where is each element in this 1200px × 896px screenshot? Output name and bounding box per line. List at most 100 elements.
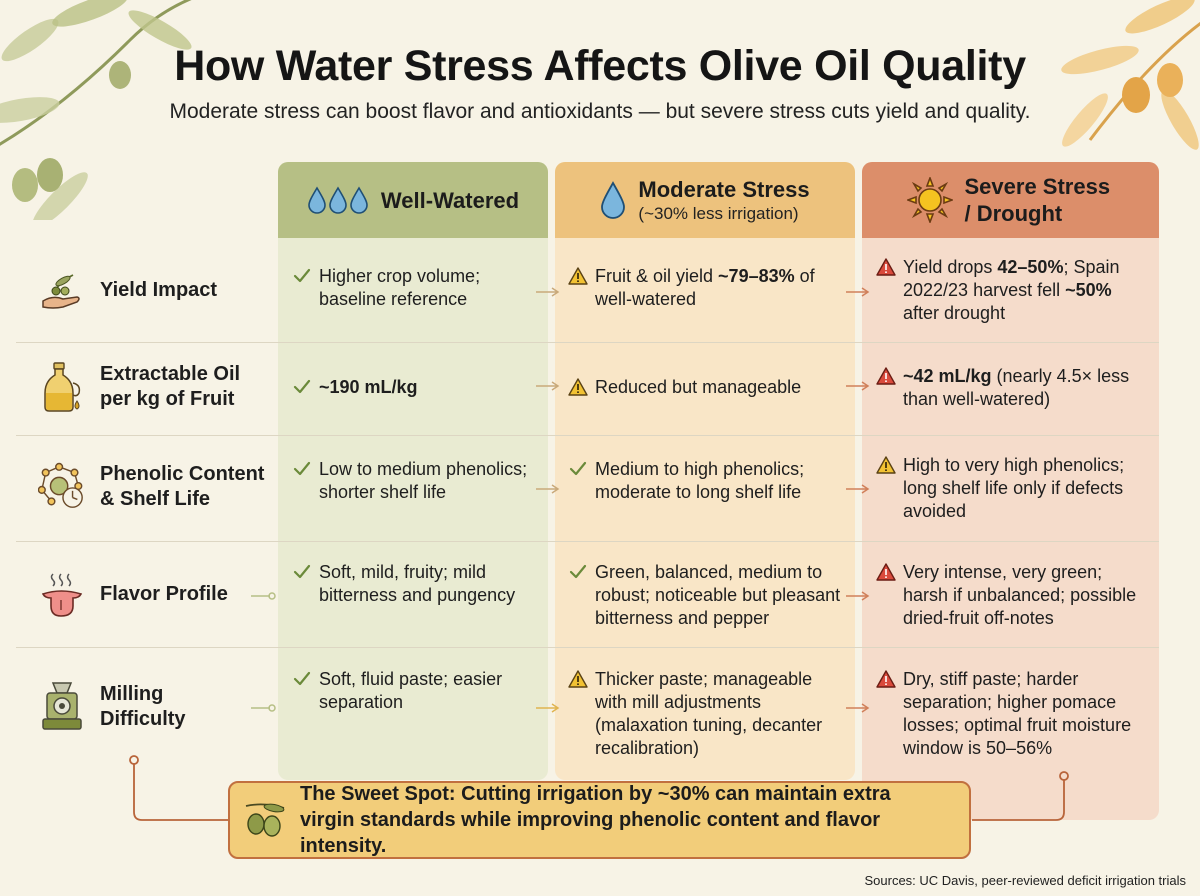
page-title: How Water Stress Affects Olive Oil Quali… [174, 42, 1026, 90]
cell-text-segment: Soft, fluid paste; easier separation [319, 669, 503, 712]
cell-text-highlight: ~190 mL/kg [319, 377, 418, 397]
danger-warning-icon [876, 668, 898, 695]
cell-text-highlight: ~50% [1065, 280, 1112, 300]
column-background-severe-stress [862, 162, 1159, 820]
olive-branch-decoration-right [1061, 0, 1200, 150]
sweet-spot-callout: The Sweet Spot: Cutting irrigation by ~3… [228, 781, 971, 859]
cell-text-segment: after drought [903, 303, 1006, 323]
cell-text: Reduced but manageable [595, 376, 848, 399]
cell-text: ~190 mL/kg [319, 376, 537, 399]
warning-icon [876, 454, 898, 481]
check-icon [292, 561, 314, 588]
connector-icon [251, 704, 276, 712]
cell-text-segment: ; Spain 2022/23 harvest fell [903, 257, 1120, 300]
tongue-icon [38, 570, 86, 618]
cell-text-segment: Medium to high phenolics; moderate to lo… [595, 459, 805, 502]
cell-text: ~42 mL/kg (nearly 4.5× less than well-wa… [903, 365, 1152, 411]
arrow-icon [536, 703, 560, 713]
cell-text-segment: Dry, stiff paste; harder separation; hig… [903, 669, 1132, 758]
column-title: Well-Watered [380, 187, 520, 213]
check-icon [292, 265, 314, 292]
cell-flavor-well-watered: Soft, mild, fruity; mild bitterness and … [292, 561, 542, 607]
page-subtitle: Moderate stress can boost flavor and ant… [169, 100, 1031, 123]
column-title: Moderate Stress [638, 177, 810, 202]
row-label-flavor-profile: Flavor Profile [38, 570, 228, 618]
cell-milling-moderate: Thicker paste; manageable with mill adju… [568, 668, 848, 760]
cell-text-segment: of well-watered [595, 266, 815, 309]
sweet-spot-text: The Sweet Spot: Cutting irrigation by ~3… [300, 783, 891, 857]
cell-yield-well-watered: Higher crop volume; baseline reference [292, 265, 537, 311]
row-label-text: Milling Difficulty [100, 683, 186, 730]
row-label-text: Extractable Oil per kg of Fruit [100, 363, 241, 410]
cell-text-segment: Soft, mild, fruity; mild bitterness and … [319, 562, 516, 605]
cell-flavor-severe: Very intense, very green; harsh if unbal… [876, 561, 1152, 630]
cell-text-segment: Green, balanced, medium to robust; notic… [595, 562, 841, 628]
column-title: Severe Stress / Drought [964, 174, 1111, 226]
warning-icon [568, 265, 590, 292]
olive-branch-hand-icon [38, 266, 86, 314]
cell-text-highlight: 42–50% [997, 257, 1064, 277]
row-label-text: Phenolic Content & Shelf Life [100, 463, 265, 510]
arrow-icon [846, 703, 870, 713]
cell-text-segment: High to very high phenolics; long shelf … [903, 455, 1125, 521]
cell-oil-moderate: Reduced but manageable [568, 376, 848, 403]
cell-text-highlight: ~79–83% [718, 266, 795, 286]
check-icon [292, 458, 314, 485]
callout-connector-lines [129, 755, 1069, 821]
cell-text-highlight: ~42 mL/kg [903, 366, 992, 386]
olive-mill-icon [38, 682, 86, 731]
cell-text-segment: Reduced but manageable [595, 377, 802, 397]
cell-text: Very intense, very green; harsh if unbal… [903, 561, 1152, 630]
cell-text: High to very high phenolics; long shelf … [903, 454, 1152, 523]
cell-text: Medium to high phenolics; moderate to lo… [595, 458, 848, 504]
check-icon [568, 561, 590, 588]
cell-text-segment: Higher crop volume; baseline reference [319, 266, 481, 309]
cell-text: Yield drops 42–50%; Spain 2022/23 harves… [903, 256, 1152, 325]
cell-text-segment: Fruit & oil yield [595, 266, 719, 286]
molecule-clock-icon [38, 462, 86, 511]
cell-oil-severe: ~42 mL/kg (nearly 4.5× less than well-wa… [876, 365, 1152, 411]
cell-text-segment: Low to medium phenolics; shorter shelf l… [319, 459, 528, 502]
column-header-moderate-stress: Moderate Stress (~30% less irrigation) [555, 162, 855, 238]
warning-icon [568, 376, 590, 403]
row-divider [16, 435, 1159, 436]
cell-text-segment: (nearly 4.5× less than well-watered) [903, 366, 1130, 409]
row-divider [16, 541, 1159, 542]
row-divider [16, 342, 1159, 343]
column-header-well-watered: Well-Watered [278, 162, 548, 238]
check-icon [292, 376, 314, 403]
arrow-icon [536, 287, 560, 297]
cell-oil-well-watered: ~190 mL/kg [292, 376, 537, 403]
row-label-extractable-oil: Extractable Oil per kg of Fruit [38, 362, 250, 412]
cell-text: Soft, mild, fruity; mild bitterness and … [319, 561, 542, 607]
olive-branch-decoration-left [0, 0, 192, 220]
cell-text-segment: Thicker paste; manageable with mill adju… [595, 669, 823, 758]
check-icon [568, 458, 590, 485]
danger-warning-icon [876, 365, 898, 392]
connector-icon [251, 592, 276, 600]
column-background-well-watered [278, 162, 548, 780]
row-label-text: Yield Impact [100, 278, 218, 301]
olive-icon [230, 800, 300, 840]
row-divider [16, 647, 1159, 648]
oil-bottle-icon [38, 362, 86, 412]
row-label-milling-difficulty: Milling Difficulty [38, 682, 190, 732]
arrow-icon [846, 287, 870, 297]
column-header-severe-stress: Severe Stress / Drought [862, 162, 1159, 238]
arrow-icon [846, 591, 870, 601]
cell-text: Thicker paste; manageable with mill adju… [595, 668, 848, 760]
cell-text: Fruit & oil yield ~79–83% of well-watere… [595, 265, 848, 311]
cell-phenolic-well-watered: Low to medium phenolics; shorter shelf l… [292, 458, 542, 504]
arrow-icon [536, 381, 560, 391]
row-label-phenolic-content: Phenolic Content & Shelf Life [38, 462, 270, 512]
cell-text: Dry, stiff paste; harder separation; hig… [903, 668, 1152, 760]
danger-warning-icon [876, 561, 898, 588]
check-icon [292, 668, 314, 695]
cell-text: Higher crop volume; baseline reference [319, 265, 537, 311]
row-label-yield-impact: Yield Impact [38, 266, 217, 314]
column-background-moderate-stress [555, 162, 855, 780]
cell-text-segment: Very intense, very green; harsh if unbal… [903, 562, 1137, 628]
cell-phenolic-severe: High to very high phenolics; long shelf … [876, 454, 1152, 523]
cell-text: Soft, fluid paste; easier separation [319, 668, 537, 714]
water-drop-icon [600, 181, 626, 219]
